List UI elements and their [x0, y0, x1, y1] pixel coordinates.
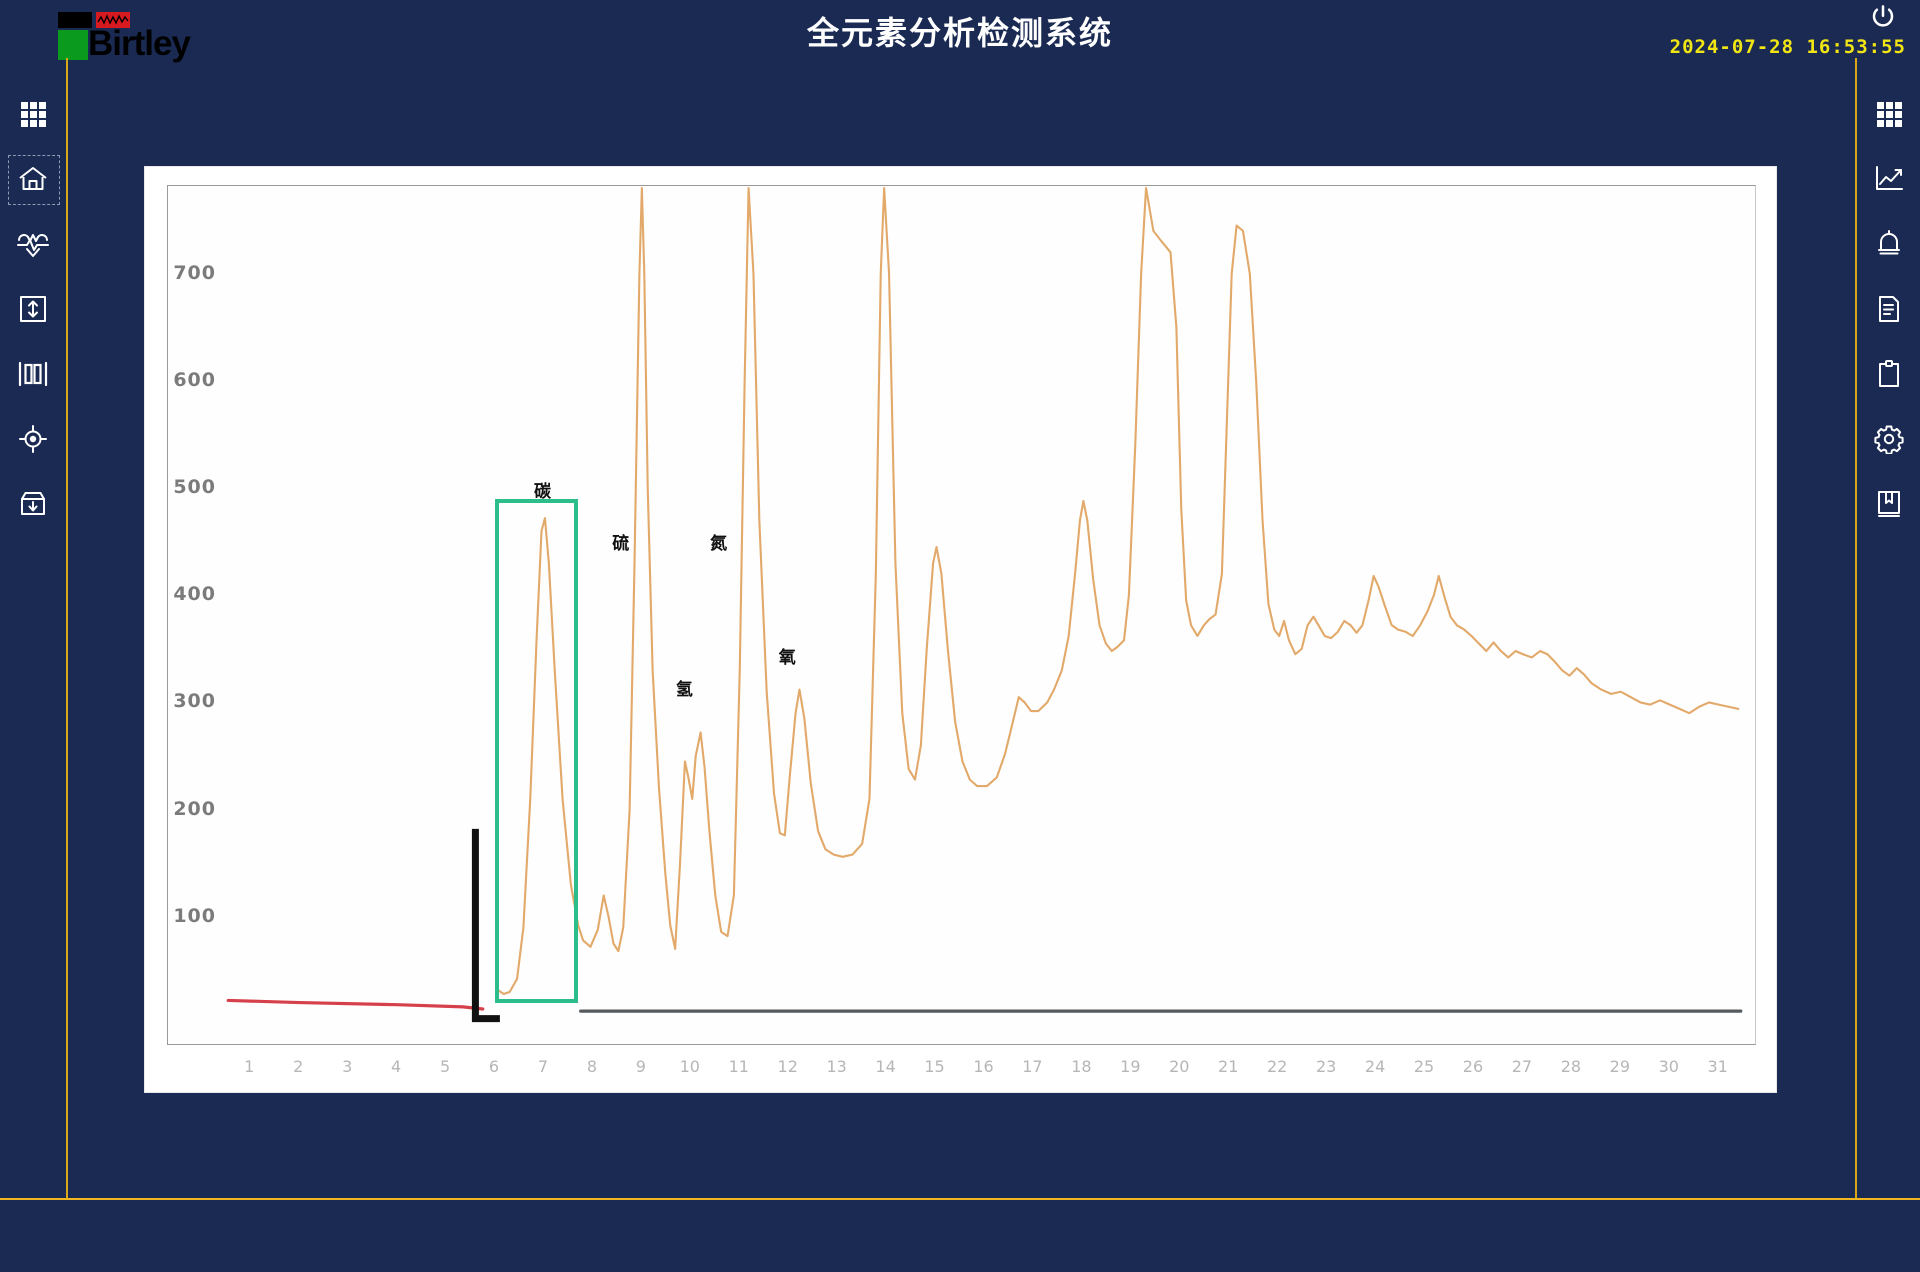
range-marker-bracket [471, 828, 500, 1023]
x-tick-7: 7 [537, 1057, 549, 1076]
logo-green-block [58, 30, 88, 60]
x-tick-5: 5 [439, 1057, 451, 1076]
left-divider-line [66, 58, 68, 1200]
y-tick-400: 400 [173, 583, 216, 606]
sidebar-item-target[interactable] [0, 413, 66, 465]
x-tick-26: 26 [1462, 1057, 1484, 1076]
y-tick-100: 100 [173, 904, 216, 927]
datetime-display: 2024-07-28 16:53:55 [1669, 36, 1906, 58]
sidebar-item-clipboard[interactable] [1857, 348, 1920, 400]
page-title: 全元素分析检测系统 [806, 15, 1113, 51]
sidebar-item-heartbeat[interactable] [0, 218, 66, 270]
peak-label-hydrogen: 氢 [675, 680, 693, 701]
heartbeat-icon [16, 229, 50, 259]
line-chart-icon [1873, 164, 1905, 194]
x-tick-4: 4 [391, 1057, 402, 1076]
left-sidebar [0, 58, 66, 1198]
carbon-selection-box[interactable] [495, 498, 579, 1003]
vertical-scale-icon [18, 294, 48, 324]
x-tick-22: 22 [1267, 1057, 1288, 1076]
y-tick-300: 300 [173, 690, 216, 713]
bottom-divider-line [0, 1198, 1920, 1200]
spectrum-plot-svg [226, 186, 1743, 1013]
logo-wordmark: Birtley [88, 24, 191, 63]
x-tick-14: 14 [875, 1057, 896, 1076]
sidebar-item-vertical-scale[interactable] [0, 283, 66, 335]
right-divider-line [1855, 58, 1857, 1200]
x-tick-24: 24 [1364, 1057, 1386, 1076]
app-header: Birtley 全元素分析检测系统 2024-07-28 16:53:55 [0, 0, 1920, 62]
book-icon [1875, 489, 1903, 519]
x-tick-28: 28 [1560, 1057, 1582, 1076]
sidebar-item-book[interactable] [1857, 478, 1920, 530]
peak-label-carbon: 碳 [533, 482, 551, 503]
x-tick-29: 29 [1609, 1057, 1630, 1076]
x-tick-27: 27 [1511, 1057, 1533, 1076]
sidebar-item-apps-grid[interactable] [0, 88, 66, 140]
x-tick-8: 8 [586, 1057, 597, 1076]
birtley-logo: Birtley [30, 8, 191, 62]
target-icon [18, 424, 48, 454]
sidebar-item-line-chart[interactable] [1857, 153, 1920, 205]
y-tick-500: 500 [173, 476, 216, 499]
x-tick-13: 13 [826, 1057, 847, 1076]
range-bracket-path [471, 828, 500, 1023]
sidebar-item-bar-range[interactable] [0, 348, 66, 400]
x-tick-2: 2 [293, 1057, 304, 1076]
x-tick-9: 9 [635, 1057, 646, 1076]
apps-grid-icon [1874, 99, 1904, 129]
sidebar-item-bell[interactable] [1857, 218, 1920, 270]
spectrum-chart-panel: 100 200 300 400 500 600 700 碳硫氮氢氧 1 2 3 4 5 6 7 8 9 10 1… [145, 167, 1776, 1092]
x-tick-17: 17 [1022, 1057, 1043, 1076]
x-tick-19: 19 [1120, 1057, 1141, 1076]
x-tick-1: 1 [244, 1057, 255, 1076]
sidebar-item-home[interactable] [0, 153, 66, 205]
peak-label-oxygen: 氧 [778, 648, 796, 669]
x-tick-18: 18 [1071, 1057, 1092, 1076]
x-tick-3: 3 [342, 1057, 353, 1076]
x-tick-23: 23 [1315, 1057, 1337, 1076]
plot-area[interactable]: 100 200 300 400 500 600 700 碳硫 氮氢 氧 [167, 185, 1756, 1045]
logo-black-block [58, 12, 92, 28]
sidebar-item-apps-grid-right[interactable] [1857, 88, 1920, 140]
document-icon [1876, 294, 1902, 324]
x-tick-6: 6 [488, 1057, 500, 1076]
logo-red-waveform [96, 12, 130, 28]
apps-grid-icon [18, 99, 48, 129]
right-sidebar [1857, 58, 1920, 1198]
x-tick-20: 20 [1169, 1057, 1190, 1076]
sidebar-item-gear[interactable] [1857, 413, 1920, 465]
x-tick-10: 10 [679, 1057, 700, 1076]
bar-range-icon [17, 360, 49, 388]
bell-icon [1875, 229, 1903, 259]
x-tick-11: 11 [728, 1057, 749, 1076]
x-tick-30: 30 [1658, 1057, 1679, 1076]
gear-icon [1873, 424, 1904, 454]
x-tick-31: 31 [1707, 1057, 1728, 1076]
clipboard-icon [1876, 359, 1902, 389]
x-tick-21: 21 [1218, 1057, 1239, 1076]
x-tick-25: 25 [1413, 1057, 1435, 1076]
sidebar-item-download-box[interactable] [0, 478, 66, 530]
x-tick-12: 12 [777, 1057, 798, 1076]
peak-label-sulfur: 硫 [612, 533, 630, 554]
home-icon [17, 164, 49, 194]
x-tick-15: 15 [924, 1057, 945, 1076]
x-tick-16: 16 [973, 1057, 994, 1076]
download-box-icon [18, 490, 48, 518]
sidebar-item-document[interactable] [1857, 283, 1920, 335]
y-tick-700: 700 [173, 261, 216, 284]
power-icon[interactable] [1868, 2, 1898, 32]
y-tick-600: 600 [173, 368, 216, 391]
peak-label-nitrogen: 氮 [710, 533, 728, 554]
y-tick-200: 200 [173, 797, 216, 820]
series-spectrum [496, 186, 1740, 996]
series-baseline-red [226, 998, 485, 1011]
